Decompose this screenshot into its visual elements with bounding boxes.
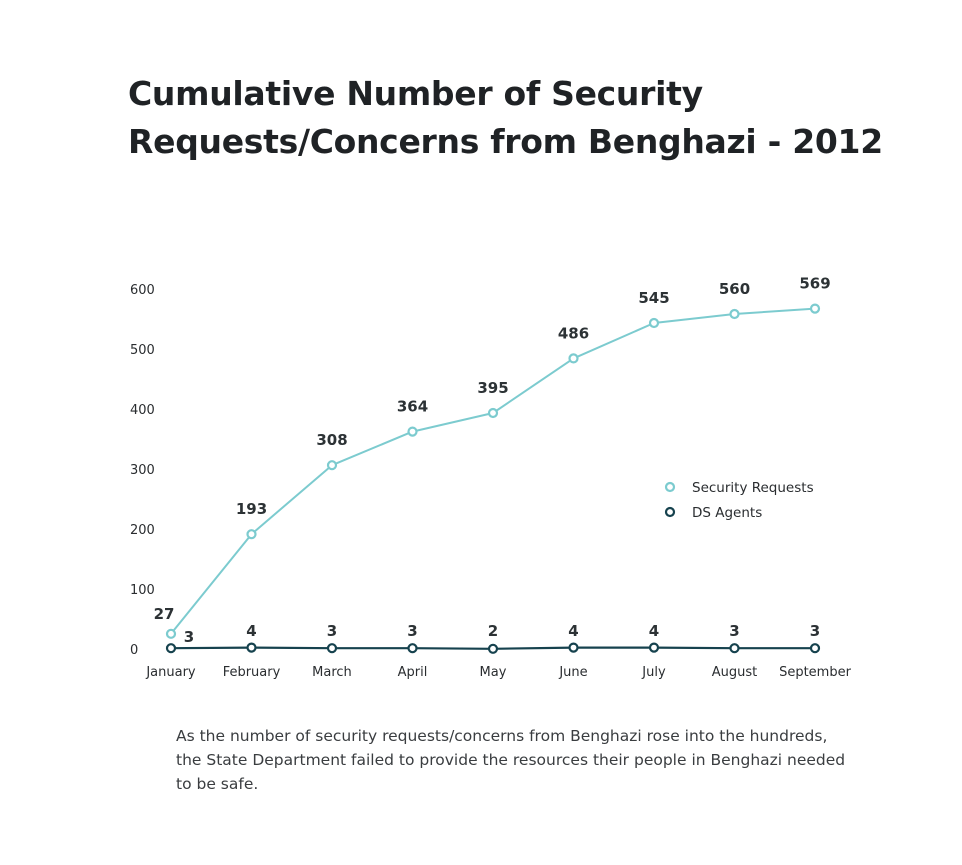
x-tick-label: January: [145, 665, 196, 680]
data-point-security-requests: [487, 407, 499, 419]
series-line-security-requests: [170, 307, 816, 635]
data-label-security-requests: 560: [719, 280, 750, 298]
data-label-ds-agents: 4: [246, 622, 256, 640]
x-tick-label: March: [312, 665, 352, 680]
series-lines: [170, 307, 816, 650]
data-label-ds-agents: 3: [810, 622, 820, 640]
y-tick-label: 400: [130, 403, 155, 418]
data-label-security-requests: 193: [236, 500, 267, 518]
series-points: [165, 303, 821, 654]
legend-marker-ds-agents: [664, 506, 676, 518]
data-point-security-requests: [809, 303, 821, 314]
legend-marker-security-requests: [664, 481, 676, 493]
data-label-security-requests: 569: [799, 275, 830, 293]
data-point-security-requests: [648, 317, 660, 329]
x-tick-label: August: [712, 665, 758, 680]
legend-label-security-requests: Security Requests: [692, 480, 814, 496]
data-point-security-requests: [246, 529, 257, 540]
data-labels: 27 193 308 364 395 486 545 560 569 3 4 3 3 2 4 4 3 3: [154, 275, 831, 646]
x-tick-label: June: [558, 665, 587, 680]
data-label-ds-agents: 3: [327, 622, 337, 640]
data-point-ds-agents: [487, 643, 499, 654]
data-label-ds-agents: 3: [407, 622, 417, 640]
data-point-security-requests: [326, 460, 338, 471]
data-label-security-requests: 395: [477, 379, 508, 397]
data-label-ds-agents: 4: [568, 622, 578, 640]
y-tick-label: 0: [130, 643, 138, 658]
legend: Security Requests DS Agents: [664, 480, 814, 521]
y-axis-ticks: 0 100 200 300 400 500 600: [130, 283, 155, 658]
data-label-security-requests: 364: [397, 398, 428, 416]
data-point-ds-agents: [729, 643, 740, 654]
y-tick-label: 600: [130, 283, 155, 298]
data-label-security-requests: 486: [558, 324, 589, 342]
data-point-security-requests: [165, 628, 177, 639]
legend-label-ds-agents: DS Agents: [692, 505, 762, 521]
data-point-ds-agents: [246, 642, 257, 653]
y-tick-label: 200: [130, 523, 155, 538]
x-tick-label: May: [480, 665, 507, 680]
y-tick-label: 300: [130, 463, 155, 478]
data-label-ds-agents: 2: [488, 622, 498, 640]
data-label-ds-agents: 3: [729, 622, 739, 640]
data-point-security-requests: [568, 353, 579, 364]
chart-title: Cumulative Number of Security Requests/C…: [128, 70, 888, 166]
chart-title-line-1: Cumulative Number of Security: [128, 74, 703, 113]
data-point-ds-agents: [326, 643, 338, 654]
caption-text: As the number of security requests/conce…: [176, 727, 846, 793]
data-point-security-requests: [729, 308, 740, 320]
y-tick-label: 100: [130, 583, 155, 598]
x-tick-label: February: [223, 665, 281, 680]
chart-title-line-2: Requests/Concerns from Benghazi - 2012: [128, 122, 883, 161]
x-axis-ticks: January February March April May June July Augu…: [145, 665, 851, 680]
data-label-security-requests: 545: [638, 289, 669, 307]
data-label-security-requests: 27: [154, 605, 175, 623]
data-point-ds-agents: [648, 642, 660, 653]
y-tick-label: 500: [130, 343, 155, 358]
data-point-ds-agents: [568, 642, 579, 653]
x-tick-label: July: [641, 665, 666, 680]
data-point-security-requests: [407, 426, 418, 437]
x-tick-label: September: [779, 665, 852, 680]
data-label-ds-agents: 4: [649, 622, 659, 640]
data-label-ds-agents: 3: [184, 628, 194, 646]
data-point-ds-agents: [809, 643, 821, 654]
data-label-security-requests: 308: [316, 431, 347, 449]
data-point-ds-agents: [407, 643, 418, 654]
data-point-ds-agents: [165, 643, 177, 654]
line-chart: 0 100 200 300 400 500 600 January February March…: [130, 275, 852, 680]
x-tick-label: April: [398, 665, 428, 680]
